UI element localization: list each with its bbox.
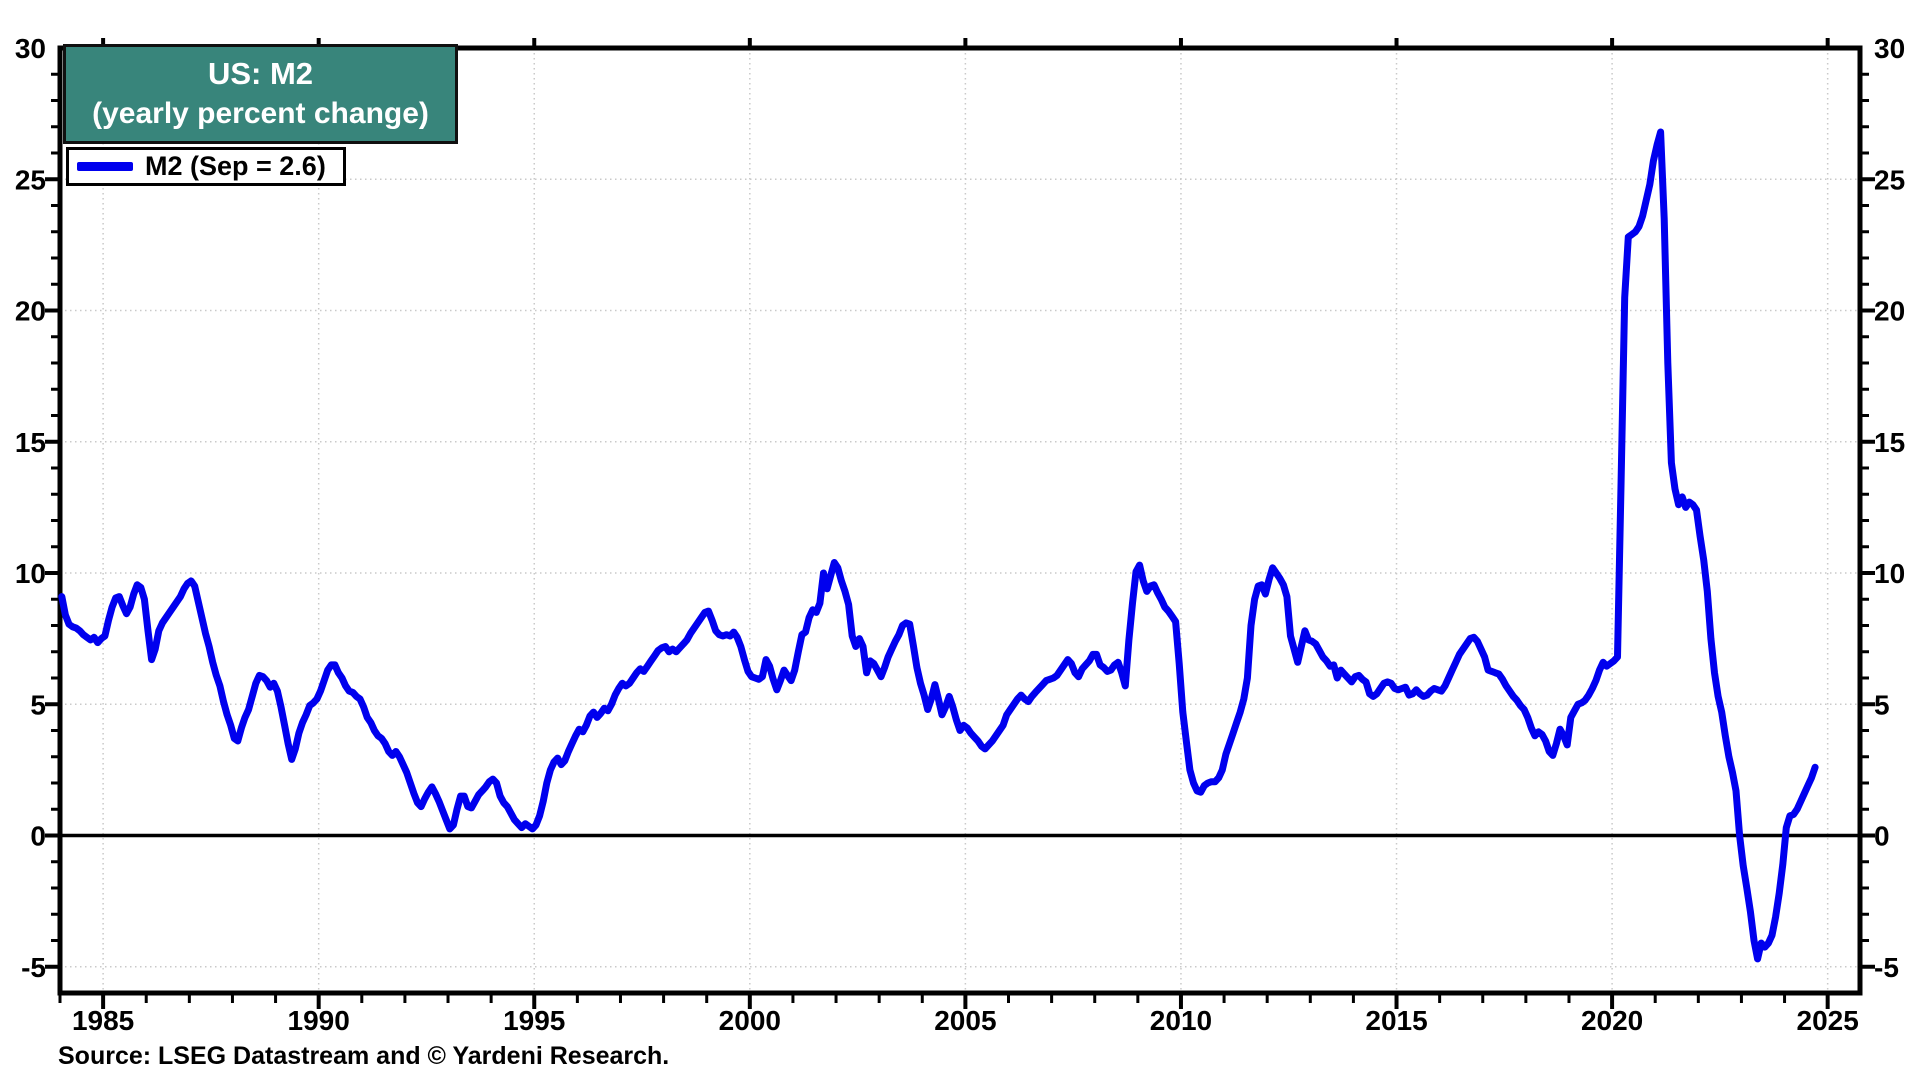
chart-subtitle: (yearly percent change)	[92, 97, 429, 130]
y-axis-label-right: 10	[1874, 558, 1905, 589]
legend: M2 (Sep = 2.6)	[66, 147, 346, 186]
y-axis-label-right: 15	[1874, 427, 1905, 458]
y-axis-label-right: 5	[1874, 689, 1890, 720]
x-axis-label: 2010	[1150, 1005, 1212, 1036]
x-axis-label: 2025	[1797, 1005, 1859, 1036]
y-axis-label-right: -5	[1874, 952, 1899, 983]
y-axis-label-left: 15	[15, 427, 46, 458]
y-axis-label-left: -5	[21, 952, 46, 983]
x-axis-label: 1995	[503, 1005, 565, 1036]
legend-label: M2 (Sep = 2.6)	[145, 151, 326, 181]
y-axis-label-left: 10	[15, 558, 46, 589]
source-note: Source: LSEG Datastream and © Yardeni Re…	[58, 1042, 670, 1070]
y-axis-label-right: 25	[1874, 164, 1905, 195]
x-axis-label: 1990	[288, 1005, 350, 1036]
x-axis-label: 2020	[1581, 1005, 1643, 1036]
x-axis-label: 2000	[719, 1005, 781, 1036]
m2-series-line	[58, 128, 1819, 963]
chart-title: US: M2	[207, 56, 314, 91]
plot-frame	[57, 45, 1863, 996]
y-axis-label-right: 30	[1874, 33, 1905, 64]
x-axis-label: 1985	[72, 1005, 134, 1036]
y-axis-label-left: 5	[30, 689, 46, 720]
y-axis-label-right: 0	[1874, 821, 1890, 852]
m2-series-swatch	[77, 162, 133, 171]
y-axis-label-left: 25	[15, 164, 46, 195]
y-axis-label-left: 30	[15, 33, 46, 64]
y-axis-label-left: 20	[15, 296, 46, 327]
y-axis-label-left: 0	[30, 821, 46, 852]
y-axis-label-right: 20	[1874, 296, 1905, 327]
chart-title-box: US: M2 (yearly percent change)	[63, 44, 458, 144]
x-axis-label: 2015	[1365, 1005, 1427, 1036]
x-axis-label: 2005	[934, 1005, 996, 1036]
